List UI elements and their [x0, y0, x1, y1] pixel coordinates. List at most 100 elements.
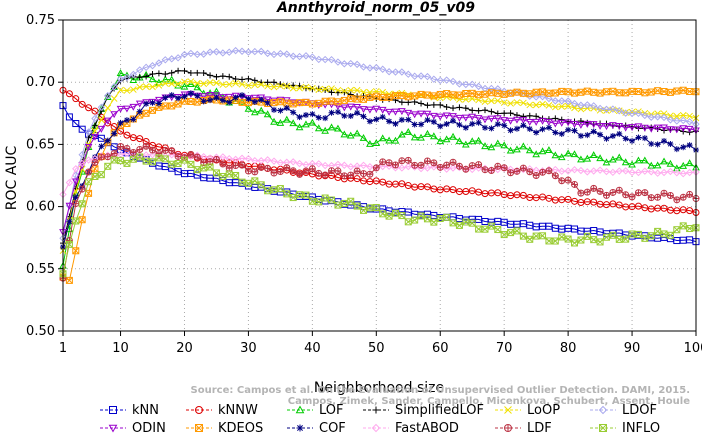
- data-point: [117, 86, 124, 94]
- data-point: [142, 142, 150, 150]
- data-point: [257, 163, 265, 171]
- data-point: [385, 136, 393, 144]
- data-point: [212, 48, 221, 56]
- data-point: [129, 148, 137, 156]
- data-point: [436, 76, 444, 85]
- data-point: [283, 164, 291, 172]
- data-point: [155, 154, 163, 162]
- data-point: [385, 68, 393, 76]
- data-point: [232, 79, 239, 87]
- data-point: [609, 155, 617, 163]
- data-point: [232, 94, 239, 101]
- data-point: [123, 87, 131, 94]
- data-point: [366, 170, 374, 178]
- data-point: [309, 84, 316, 92]
- data-point: [347, 91, 354, 98]
- data-point: [577, 132, 584, 139]
- data-point: [487, 166, 495, 174]
- data-point: [340, 172, 348, 180]
- data-point: [194, 69, 201, 76]
- data-point: [469, 120, 476, 127]
- data-point: [180, 156, 188, 164]
- legend-label: kNNW: [218, 403, 258, 418]
- data-point: [123, 117, 130, 124]
- data-point: [346, 131, 355, 139]
- data-point: [557, 119, 566, 127]
- data-point: [532, 101, 540, 109]
- data-point: [296, 84, 303, 92]
- data-point: [283, 50, 291, 58]
- data-point: [378, 162, 387, 171]
- data-point: [468, 162, 476, 170]
- data-point: [347, 171, 355, 179]
- data-point: [648, 140, 655, 147]
- data-point: [340, 104, 349, 112]
- data-point: [501, 110, 508, 117]
- data-point: [609, 105, 617, 113]
- data-point: [85, 168, 93, 176]
- data-point: [603, 135, 610, 142]
- data-point: [404, 182, 412, 190]
- data-point: [398, 116, 405, 123]
- data-point: [187, 150, 195, 158]
- series-line: [62, 92, 697, 248]
- data-point: [552, 129, 559, 136]
- data-point: [219, 73, 226, 80]
- data-point: [97, 153, 105, 161]
- data-point: [289, 84, 297, 92]
- data-point: [398, 157, 406, 165]
- data-point: [686, 190, 694, 198]
- data-point: [353, 167, 361, 175]
- legend-label: kNN: [132, 403, 159, 418]
- data-point: [474, 115, 483, 123]
- data-point: [558, 103, 566, 110]
- data-point: [245, 82, 252, 90]
- legend-label: LoOP: [527, 403, 560, 418]
- data-point: [411, 216, 419, 224]
- data-point: [430, 118, 437, 125]
- data-point: [161, 80, 169, 87]
- data-point: [366, 118, 373, 125]
- data-point: [244, 104, 253, 112]
- data-point: [155, 59, 163, 67]
- data-point: [558, 130, 565, 137]
- data-point: [213, 79, 220, 87]
- data-point: [455, 162, 463, 170]
- data-point: [583, 168, 592, 176]
- data-point: [673, 169, 681, 177]
- data-point: [577, 189, 585, 197]
- data-point: [276, 185, 284, 193]
- data-point: [679, 222, 687, 230]
- legend-marker: [504, 406, 512, 414]
- data-point: [494, 162, 502, 170]
- data-point: [97, 125, 106, 133]
- data-point: [583, 188, 591, 196]
- data-point: [78, 150, 86, 159]
- data-point: [129, 134, 137, 142]
- data-point: [462, 124, 469, 131]
- data-point: [526, 101, 534, 109]
- data-point: [257, 106, 266, 114]
- data-point: [149, 83, 156, 91]
- data-point: [455, 221, 463, 229]
- data-point: [468, 219, 476, 227]
- data-point: [251, 77, 258, 84]
- data-point: [622, 191, 630, 199]
- data-point: [450, 105, 457, 112]
- data-point: [136, 83, 144, 91]
- data-point: [437, 101, 444, 108]
- data-point: [501, 122, 508, 129]
- data-point: [449, 164, 457, 172]
- data-point: [679, 193, 687, 201]
- data-point: [500, 99, 508, 106]
- data-point: [442, 112, 451, 120]
- data-point: [78, 167, 87, 175]
- data-point: [295, 123, 304, 131]
- x-tick-label: 80: [560, 341, 577, 356]
- data-point: [545, 119, 553, 126]
- data-point: [353, 86, 361, 94]
- data-point: [558, 233, 566, 241]
- data-point: [65, 240, 73, 248]
- data-point: [378, 106, 387, 114]
- legend-label: KDEOS: [218, 421, 263, 434]
